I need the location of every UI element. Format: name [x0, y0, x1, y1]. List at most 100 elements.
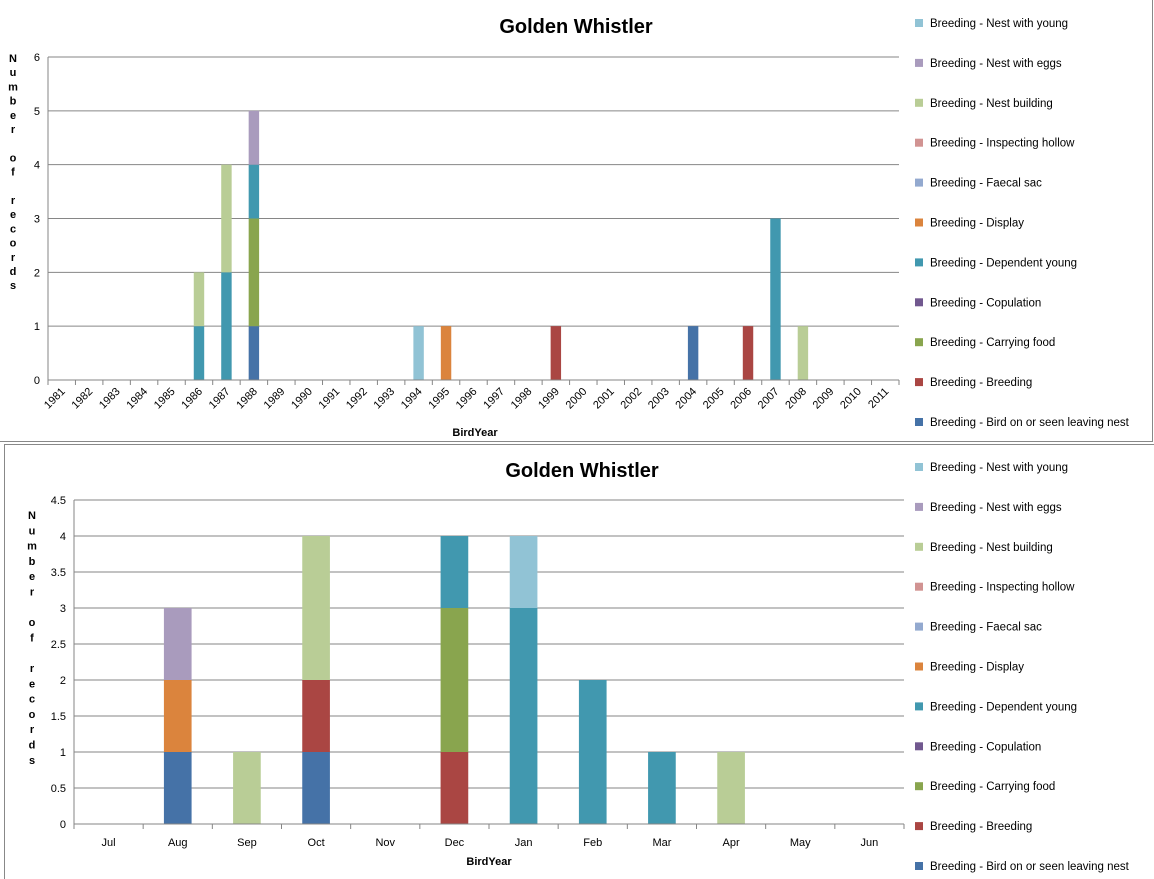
y-axis-label-char: b — [10, 96, 17, 108]
bar-segment — [440, 608, 469, 752]
y-tick-label: 5 — [34, 106, 40, 118]
x-tick-label: 1999 — [536, 386, 562, 412]
bar-segment — [193, 272, 205, 327]
x-tick-label: 2011 — [866, 386, 891, 411]
x-tick-label: Jan — [515, 837, 533, 849]
bar-segment — [550, 326, 562, 380]
y-axis-label-char: f — [11, 167, 15, 179]
chart-panel-yearly: Golden Whistler 0 1 2 3 4 5 6 1981 1982 1983 1984 1… — [0, 0, 1153, 442]
legend-swatch — [915, 338, 923, 347]
y-axis-label-char: m — [27, 541, 37, 553]
y-axis-label-char: r — [30, 587, 35, 599]
x-tick-label: Jun — [861, 837, 879, 849]
legend-item-label: Breeding - Copulation — [930, 297, 1041, 309]
bar-segment — [163, 752, 192, 824]
bar-segment — [163, 608, 192, 680]
legend-swatch — [915, 542, 923, 551]
y-axis-label-char: e — [29, 571, 35, 583]
x-tick-label: 1982 — [70, 386, 96, 412]
legend-item-label: Breeding - Bird on or seen leaving nest — [930, 417, 1130, 429]
legend-swatch — [915, 418, 923, 426]
legend-swatch — [915, 258, 923, 267]
x-tick-label: May — [790, 837, 811, 849]
bar-segment — [770, 218, 781, 380]
legend-item-label: Breeding - Carrying food — [930, 781, 1055, 793]
y-tick-label: 0 — [34, 375, 40, 387]
bar-segment — [193, 326, 205, 380]
y-axis-label-char: d — [29, 740, 36, 752]
legend-swatch — [915, 58, 923, 67]
y-axis-label-char: s — [10, 280, 16, 292]
chart-monthly-svg: Golden Whistler 0 0.5 1 1.5 2 2.5 3 3.5 4 4.5 Jul A… — [27, 460, 1130, 873]
y-axis-label-char: d — [10, 266, 17, 278]
x-axis-label: BirdYear — [466, 856, 512, 868]
y-tick-label: 3 — [60, 603, 66, 615]
x-tick-label: 1995 — [426, 386, 452, 412]
legend-swatch — [915, 178, 923, 187]
y-axis-label-char: s — [29, 755, 35, 767]
legend-swatch — [915, 622, 923, 631]
legend-swatch — [915, 378, 923, 387]
y-axis-label-char: N — [28, 510, 36, 522]
x-tick-label: 2004 — [673, 386, 699, 412]
chart-title: Golden Whistler — [499, 16, 653, 38]
y-axis-label-char: e — [10, 209, 16, 221]
legend-item-label: Breeding - Copulation — [930, 741, 1041, 753]
x-tick-label: 1986 — [179, 386, 205, 412]
y-tick-label: 4.5 — [51, 495, 66, 507]
legend-swatch — [915, 218, 923, 227]
x-tick-label: 1988 — [234, 386, 260, 412]
x-tick-label: 2003 — [646, 386, 672, 412]
y-axis-label-char: r — [30, 663, 35, 675]
y-axis-label-char: u — [10, 67, 17, 79]
legend-item-label: Breeding - Nest building — [930, 542, 1053, 554]
chart-title: Golden Whistler — [505, 460, 659, 482]
x-tick-label: 1981 — [42, 386, 68, 412]
bar-segment — [302, 536, 330, 680]
bar-segment — [742, 326, 754, 380]
y-axis-label-char: r — [11, 124, 16, 136]
legend-swatch — [915, 502, 923, 511]
x-tick-label: 2005 — [701, 386, 727, 412]
x-tick-label: 1997 — [481, 386, 507, 412]
y-axis-label-char: o — [29, 709, 36, 721]
y-tick-label: 3 — [34, 214, 40, 226]
bar-segment — [717, 752, 745, 824]
y-tick-label: 6 — [34, 52, 40, 64]
x-tick-label: 1994 — [399, 386, 425, 412]
x-tick-label: Sep — [237, 837, 257, 849]
x-tick-label: Jul — [102, 837, 116, 849]
bar-segment — [248, 326, 260, 380]
x-tick-label: 1989 — [262, 386, 288, 412]
legend-item-label: Breeding - Faecal sac — [930, 622, 1042, 634]
x-tick-label: 1998 — [509, 386, 535, 412]
x-tick-label: 2006 — [728, 386, 754, 412]
x-tick-label: 2000 — [564, 386, 590, 412]
bar-segment — [509, 608, 538, 824]
legend: Breeding - Nest with young Breeding - Nes… — [915, 462, 1130, 873]
y-axis-label-char: u — [29, 525, 36, 537]
legend-item-label: Breeding - Dependent young — [930, 701, 1077, 713]
legend-item-label: Breeding - Breeding — [930, 821, 1032, 833]
x-tick-label: 2001 — [591, 386, 617, 412]
x-axis-label: BirdYear — [452, 427, 498, 439]
bar-segment — [248, 110, 260, 165]
x-tick-label: 1987 — [207, 386, 233, 412]
x-tick-label: 2009 — [811, 386, 837, 412]
legend-swatch — [915, 662, 923, 671]
legend-swatch — [915, 463, 923, 471]
x-tick-label: 1985 — [152, 386, 178, 412]
y-axis-label-char: f — [30, 632, 34, 644]
bar-segment — [163, 680, 192, 752]
bar-segment — [687, 326, 699, 380]
legend-swatch — [915, 862, 923, 870]
y-axis-label-char: c — [29, 694, 35, 706]
legend-swatch — [915, 582, 923, 591]
y-axis-label-char: N — [9, 53, 17, 65]
y-tick-label: 3.5 — [51, 567, 66, 579]
bar-segment — [248, 218, 260, 327]
bar-segment — [233, 752, 261, 824]
y-axis-label-char: r — [11, 252, 16, 264]
x-tick-label: Apr — [723, 837, 740, 849]
